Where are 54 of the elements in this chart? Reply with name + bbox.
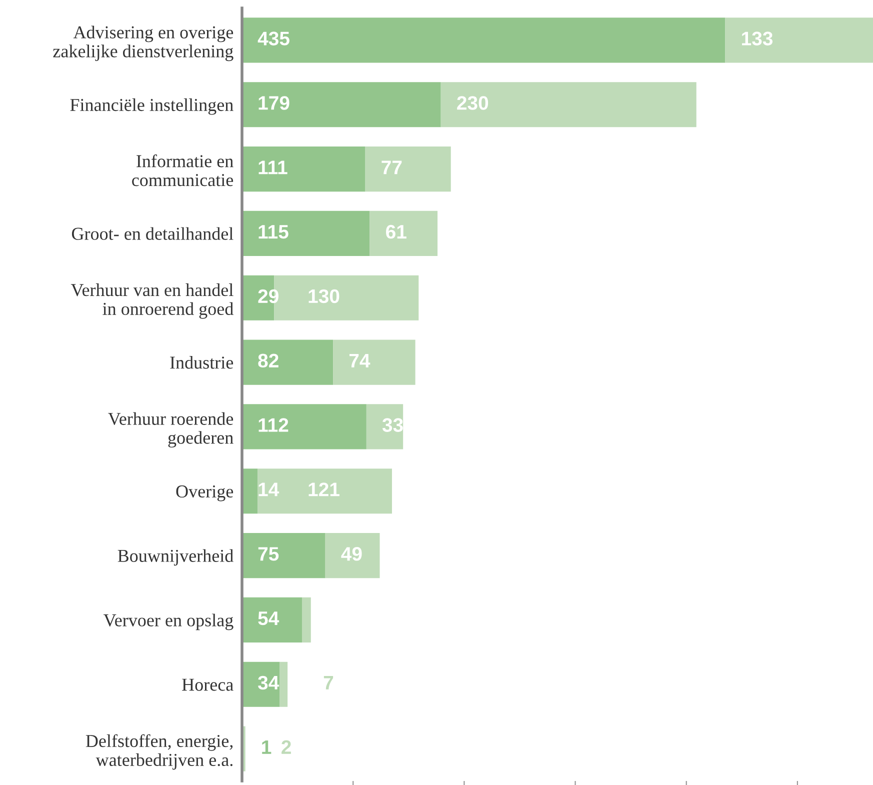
bar xyxy=(440,82,696,128)
data-label: 230 xyxy=(457,96,488,110)
data-label: 435 xyxy=(258,32,290,46)
bar xyxy=(242,340,334,385)
data-label: 14 xyxy=(258,482,280,496)
y-tick-label: Informatie en communicatie xyxy=(132,154,234,186)
data-label: 54 xyxy=(258,612,280,626)
bar xyxy=(242,468,258,514)
data-label: 7 xyxy=(324,676,334,690)
y-tick-label: Verhuur roerende goederen xyxy=(108,412,234,448)
y-tick-label: Advisering en overige zakelijke dienstverlening xyxy=(53,26,234,62)
bar xyxy=(242,532,326,578)
bar xyxy=(325,532,380,578)
data-label: 77 xyxy=(382,160,402,174)
bar xyxy=(725,18,873,63)
y-tick-label: Verhuur van en handel in onroerend goed xyxy=(70,283,234,319)
bar xyxy=(302,597,311,643)
data-label: 2 xyxy=(282,740,291,754)
data-label: 130 xyxy=(308,289,340,304)
bar xyxy=(370,210,438,256)
data-label: 33 xyxy=(382,418,403,432)
data-label: 121 xyxy=(308,482,340,496)
data-label: 115 xyxy=(258,225,288,239)
y-tick-label: Industrie xyxy=(170,356,234,369)
data-label: 112 xyxy=(258,418,288,432)
data-label: 75 xyxy=(258,547,279,561)
bar xyxy=(242,210,370,256)
y-tick-label: Bouwnijverheid xyxy=(118,549,234,566)
data-label: 61 xyxy=(386,224,406,239)
data-label: 74 xyxy=(349,354,370,368)
y-tick-label: Delfstoffen, energie, waterbedrijven e.a. xyxy=(86,734,233,770)
y-tick-label: Vervoer en opslag xyxy=(104,614,234,630)
data-label: 49 xyxy=(341,546,362,561)
data-label: 133 xyxy=(742,32,773,46)
data-label: 34 xyxy=(258,676,280,690)
bar xyxy=(280,662,288,707)
data-label: 29 xyxy=(258,289,278,304)
bar xyxy=(242,404,366,450)
y-tick-label: Overige xyxy=(176,485,234,502)
bar xyxy=(365,146,451,192)
data-label: 111 xyxy=(258,160,288,174)
y-tick-label: Horeca xyxy=(182,678,234,691)
data-label: 1 xyxy=(262,740,272,754)
bar xyxy=(242,597,302,643)
bar xyxy=(242,82,441,128)
y-tick-label: Groot- en detailhandel xyxy=(72,227,234,240)
bar xyxy=(333,340,416,385)
bar xyxy=(242,146,366,192)
data-label: 82 xyxy=(258,354,278,368)
data-label: 179 xyxy=(258,96,290,110)
bar xyxy=(242,18,726,63)
bar xyxy=(366,404,404,450)
bar xyxy=(258,468,392,514)
y-tick-label: Financiële instellingen xyxy=(70,98,234,115)
